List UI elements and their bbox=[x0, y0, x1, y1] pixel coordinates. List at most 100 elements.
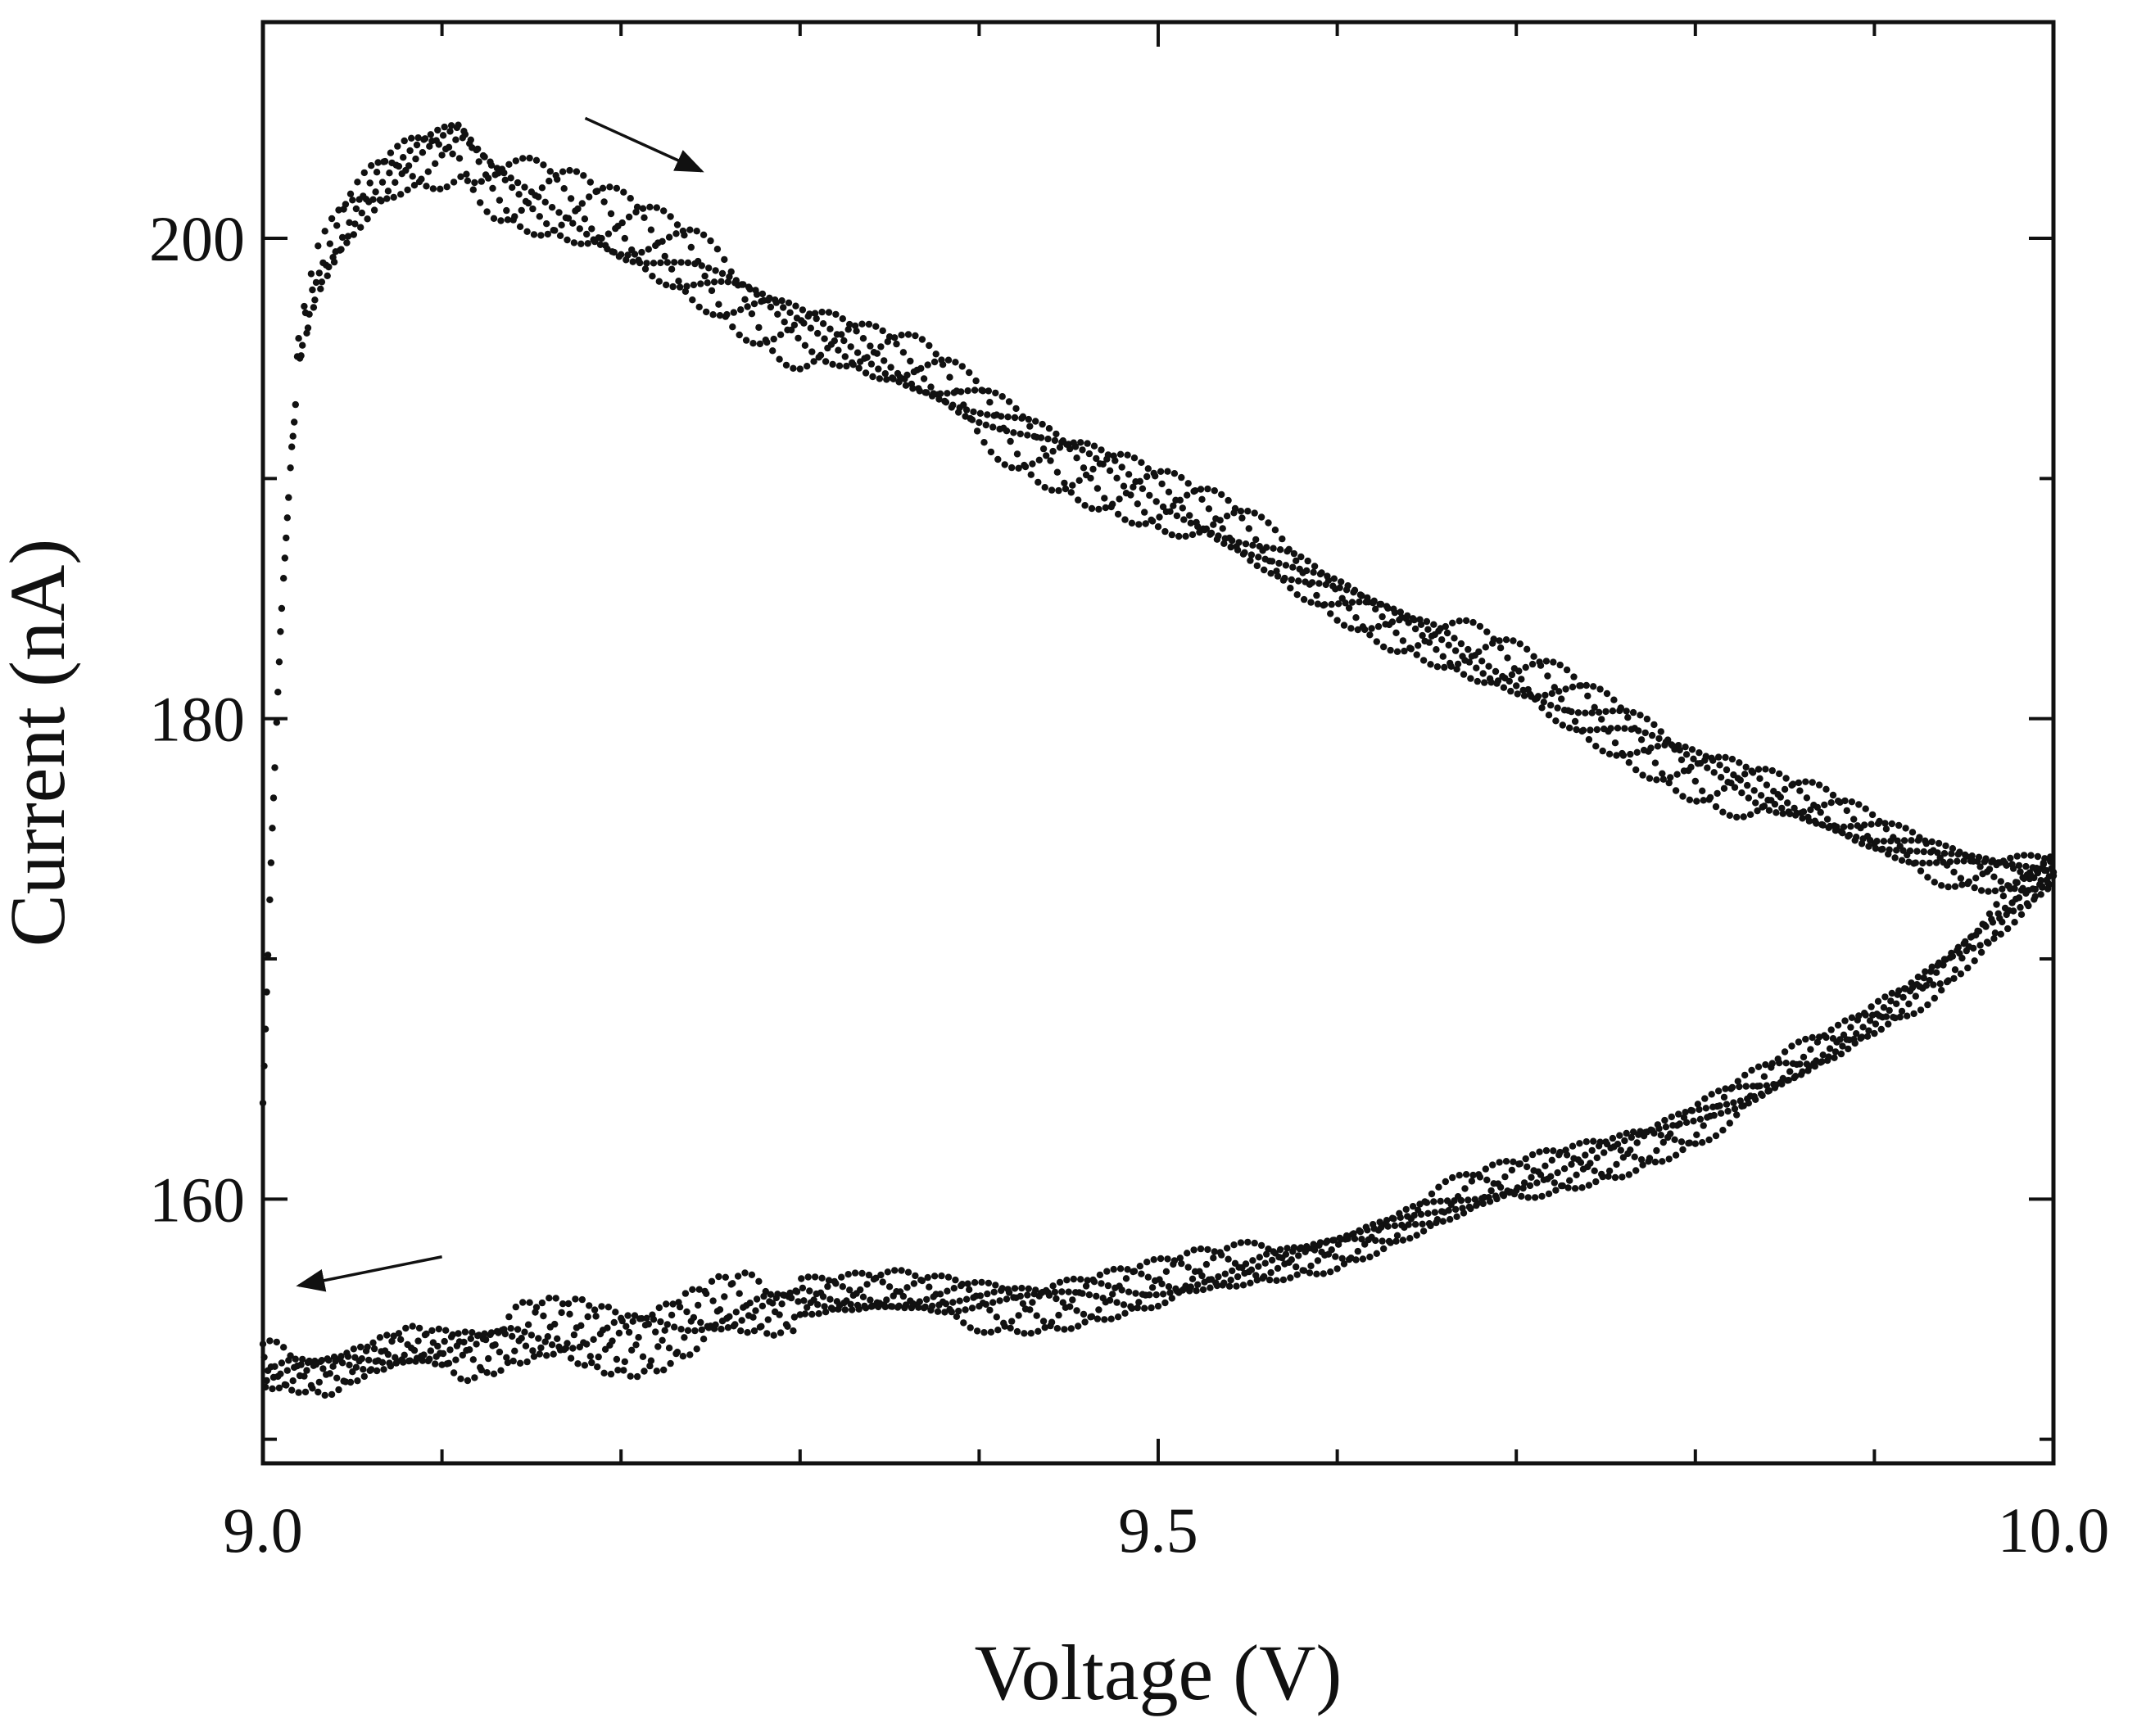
data-point bbox=[859, 1293, 867, 1301]
data-point bbox=[1300, 595, 1308, 604]
data-point bbox=[891, 334, 899, 341]
data-point bbox=[1635, 1131, 1642, 1138]
data-point bbox=[1180, 516, 1188, 523]
data-point bbox=[785, 299, 793, 306]
data-point bbox=[1691, 1140, 1699, 1147]
data-point bbox=[1116, 1265, 1125, 1273]
data-point bbox=[295, 1389, 302, 1396]
data-point bbox=[558, 1309, 565, 1317]
data-point bbox=[560, 1345, 568, 1354]
data-point bbox=[1895, 821, 1903, 830]
data-point bbox=[1212, 515, 1220, 522]
data-point bbox=[1672, 787, 1680, 794]
data-point bbox=[297, 352, 305, 359]
data-point bbox=[968, 1304, 976, 1312]
data-point bbox=[1619, 1154, 1628, 1161]
data-point bbox=[1143, 1259, 1151, 1266]
data-point bbox=[686, 1351, 694, 1359]
data-point bbox=[544, 230, 551, 238]
data-point bbox=[1184, 480, 1192, 487]
data-point bbox=[1227, 543, 1234, 551]
data-point bbox=[1690, 755, 1697, 762]
data-point bbox=[1837, 1050, 1845, 1058]
data-point bbox=[1344, 1235, 1351, 1243]
data-point bbox=[1085, 450, 1093, 458]
data-point bbox=[1053, 1295, 1060, 1303]
data-point bbox=[876, 375, 884, 382]
data-point bbox=[1080, 1310, 1088, 1318]
data-point bbox=[1999, 893, 2008, 900]
data-point bbox=[819, 1293, 827, 1300]
data-point bbox=[1207, 1284, 1214, 1291]
data-point bbox=[732, 277, 740, 284]
data-point bbox=[912, 332, 919, 340]
data-point bbox=[514, 1326, 522, 1333]
data-point bbox=[1655, 735, 1663, 743]
data-point bbox=[1999, 885, 2006, 893]
data-point bbox=[527, 1331, 536, 1339]
data-point bbox=[1041, 484, 1048, 491]
data-point bbox=[1282, 1250, 1290, 1258]
data-point bbox=[1999, 857, 2008, 865]
data-point bbox=[1970, 857, 1977, 866]
data-point bbox=[1793, 809, 1800, 817]
data-point bbox=[955, 1307, 962, 1315]
data-point bbox=[1152, 1291, 1160, 1299]
data-point bbox=[1053, 430, 1060, 438]
data-point bbox=[540, 1312, 547, 1320]
data-point bbox=[1104, 451, 1112, 459]
data-point bbox=[1419, 1220, 1426, 1228]
data-point bbox=[1465, 645, 1472, 653]
data-point bbox=[1164, 468, 1171, 475]
data-point bbox=[1467, 1205, 1474, 1213]
data-point bbox=[964, 1280, 971, 1287]
data-point bbox=[1910, 1010, 1917, 1018]
data-point bbox=[351, 1354, 359, 1361]
data-point bbox=[413, 1354, 421, 1362]
data-point bbox=[1170, 1257, 1179, 1264]
data-point bbox=[319, 1365, 327, 1372]
data-point bbox=[1935, 959, 1943, 967]
data-point bbox=[267, 859, 275, 866]
data-point bbox=[1055, 1311, 1062, 1319]
data-point bbox=[594, 1363, 601, 1371]
data-point bbox=[1032, 418, 1039, 425]
data-point bbox=[1728, 755, 1736, 763]
data-point bbox=[297, 1361, 305, 1368]
data-point bbox=[1392, 1237, 1400, 1245]
data-point bbox=[1051, 1288, 1059, 1296]
data-point bbox=[1055, 486, 1062, 495]
data-point bbox=[1738, 1102, 1745, 1110]
data-point bbox=[1859, 835, 1867, 843]
data-point bbox=[1073, 1307, 1080, 1314]
data-point bbox=[496, 1348, 504, 1356]
data-point bbox=[1762, 766, 1769, 773]
plot-background bbox=[263, 22, 2053, 1463]
data-point bbox=[1514, 690, 1521, 698]
data-point bbox=[390, 1332, 397, 1340]
data-point bbox=[524, 1321, 532, 1328]
data-point bbox=[1158, 1280, 1166, 1288]
data-point bbox=[285, 1357, 292, 1364]
data-point bbox=[1164, 1255, 1171, 1263]
data-point bbox=[346, 1378, 355, 1386]
data-point bbox=[1706, 793, 1714, 802]
data-point bbox=[855, 364, 862, 372]
data-point bbox=[1554, 704, 1561, 712]
data-point bbox=[1819, 821, 1827, 829]
data-point bbox=[740, 281, 747, 288]
data-point bbox=[1430, 1198, 1437, 1205]
data-point bbox=[1956, 848, 1963, 856]
data-point bbox=[1161, 1299, 1169, 1307]
data-point bbox=[1840, 823, 1848, 830]
data-point bbox=[1170, 470, 1179, 477]
data-point bbox=[1082, 471, 1090, 479]
data-point bbox=[936, 390, 944, 397]
data-point bbox=[566, 166, 573, 174]
data-point bbox=[400, 154, 407, 161]
data-point bbox=[1957, 875, 1965, 882]
data-point bbox=[1421, 1198, 1428, 1205]
data-point bbox=[1500, 1192, 1508, 1200]
data-point bbox=[994, 1327, 1002, 1334]
data-point bbox=[701, 272, 709, 280]
